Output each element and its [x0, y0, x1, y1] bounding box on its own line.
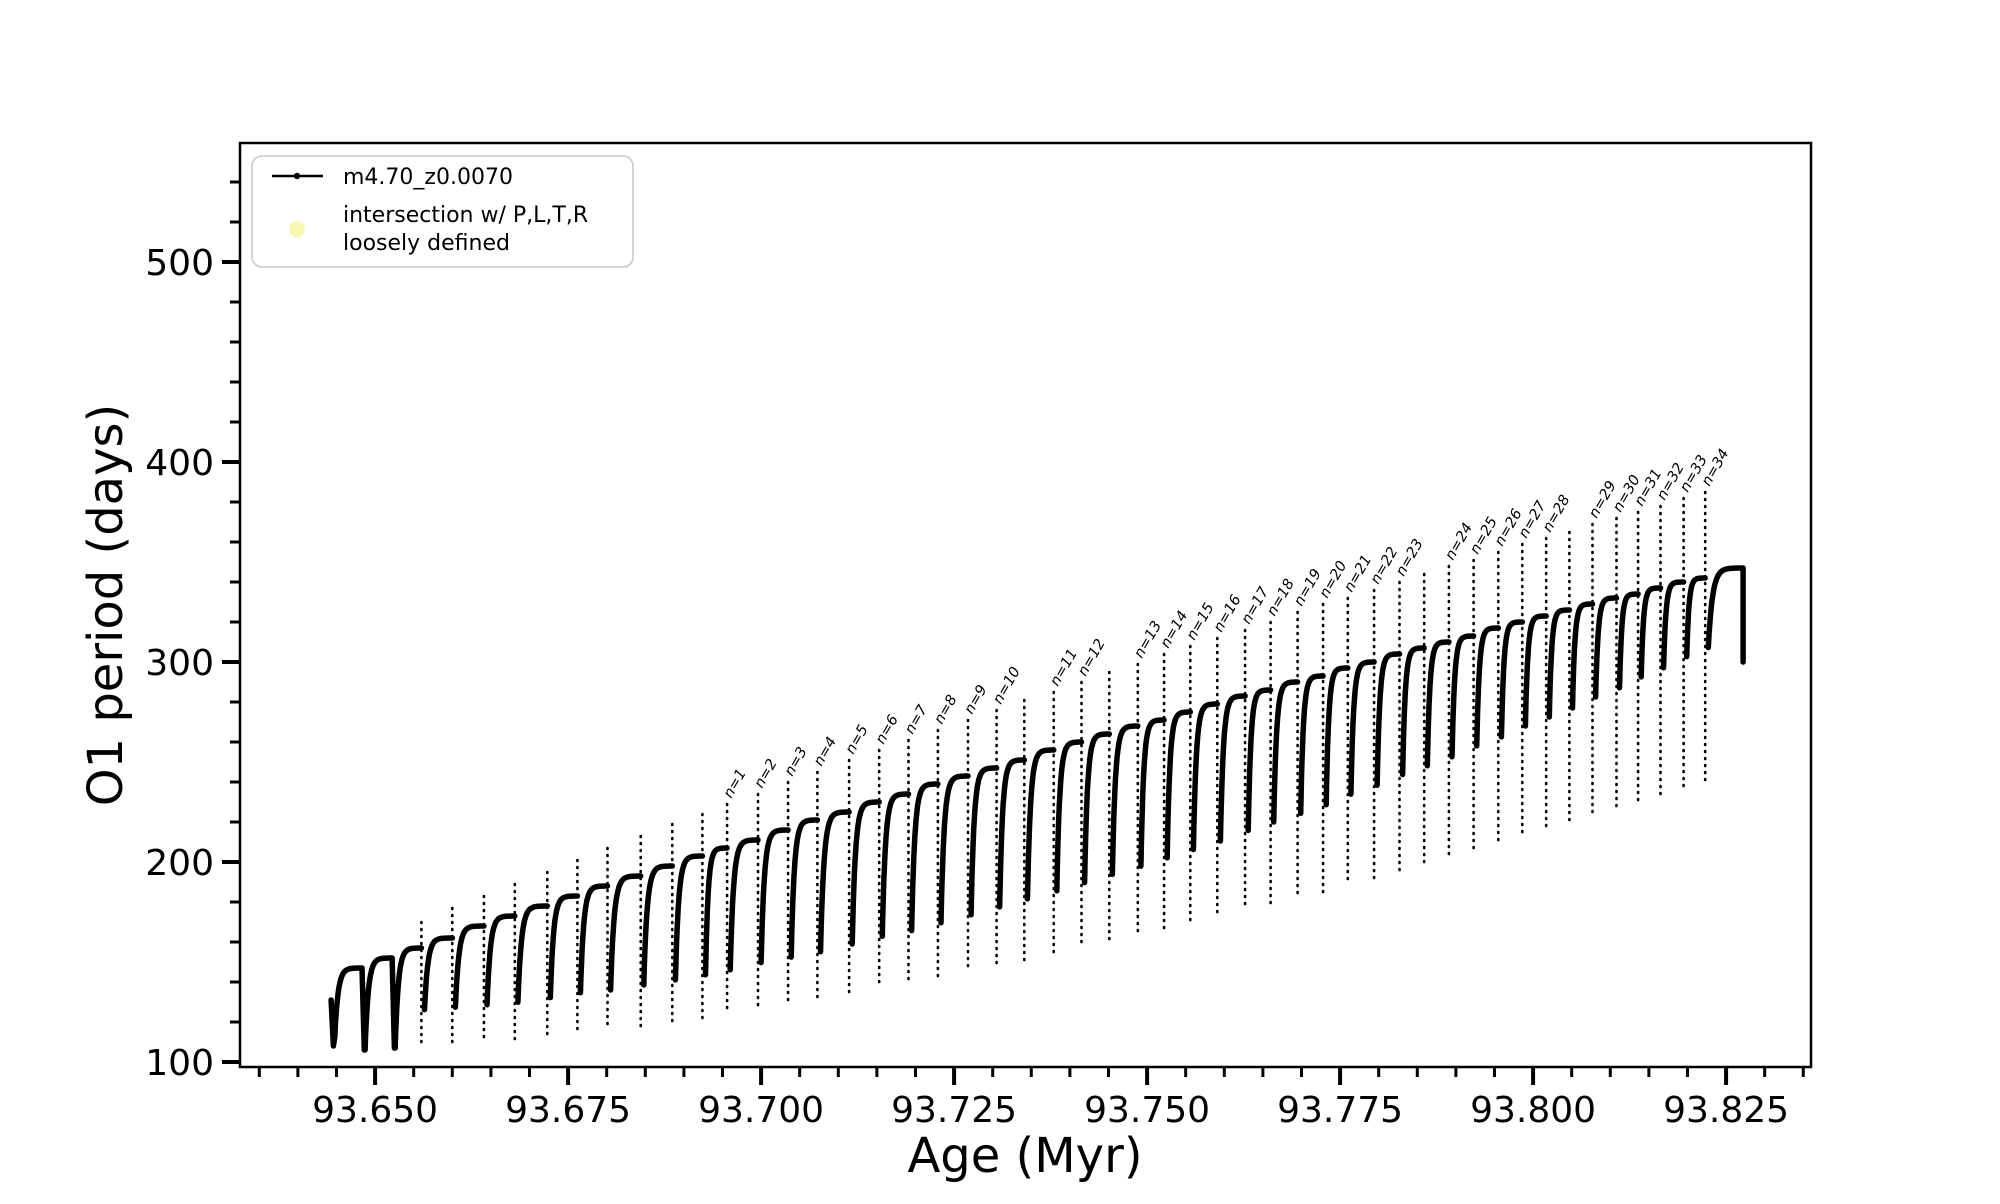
- pulse-annotation: n=16: [1211, 593, 1245, 635]
- x-tick-label: 93.675: [505, 1090, 631, 1131]
- y-tick-label: 500: [145, 243, 214, 284]
- pulse-annotations: n=1 n=2 n=3 n=4 n=5 n=6 n=7 n=8 n=9 n=10 n=11n=12 n…: [721, 447, 1733, 801]
- y-tick-label: 200: [145, 843, 214, 884]
- legend-intersection-label-line1: intersection w/ P,L,T,R: [343, 203, 588, 228]
- pulse-annotation: n=9: [962, 683, 991, 717]
- pulse-annotation: n=12: [1075, 637, 1109, 679]
- legend-intersection-marker-icon: [289, 221, 305, 237]
- pulse-annotation: n=2: [752, 757, 781, 791]
- x-tick-label: 93.650: [312, 1090, 438, 1131]
- pulse-annotation: n=1: [721, 767, 750, 801]
- y-tick-label: 400: [145, 443, 214, 484]
- x-tick-label: 93.775: [1277, 1090, 1403, 1131]
- pulse-annotation: n=10: [990, 665, 1024, 707]
- legend: m4.70_z0.0070 intersection w/ P,L,T,R lo…: [251, 155, 634, 268]
- y-tick-label: 300: [145, 643, 214, 684]
- x-tick-label: 93.750: [1084, 1090, 1210, 1131]
- legend-line-marker-icon: [293, 172, 301, 180]
- plot-frame: [238, 141, 1813, 1069]
- pulse-annotation: n=8: [932, 693, 961, 727]
- y-tick-label: 100: [145, 1043, 214, 1084]
- series-curve: [328, 490, 1746, 1053]
- pulse-annotation: n=4: [811, 735, 840, 769]
- y-axis-label: O1 period (days): [78, 404, 134, 807]
- pulse-annotation: n=15: [1184, 601, 1218, 643]
- axis-ticks: 93.650 93.675 93.700 93.725 93.750 93.775 93.8…: [145, 180, 1805, 1131]
- legend-box: [251, 155, 634, 268]
- x-tick-label: 93.700: [698, 1090, 824, 1131]
- legend-series-label: m4.70_z0.0070: [343, 165, 513, 190]
- pulse-annotation: n=6: [873, 713, 902, 747]
- pulse-spike-lines: [420, 490, 1707, 1048]
- legend-intersection-label-line2: loosely defined: [343, 231, 510, 256]
- pulse-annotation: n=7: [902, 702, 932, 737]
- x-tick-label: 93.800: [1470, 1090, 1596, 1131]
- x-axis-label: Age (Myr): [907, 1128, 1142, 1184]
- pulse-annotation: n=3: [782, 745, 811, 779]
- period-curve: [328, 565, 1746, 1053]
- x-tick-label: 93.825: [1663, 1090, 1789, 1131]
- x-tick-label: 93.725: [891, 1090, 1017, 1131]
- pulse-annotation: n=5: [843, 723, 872, 757]
